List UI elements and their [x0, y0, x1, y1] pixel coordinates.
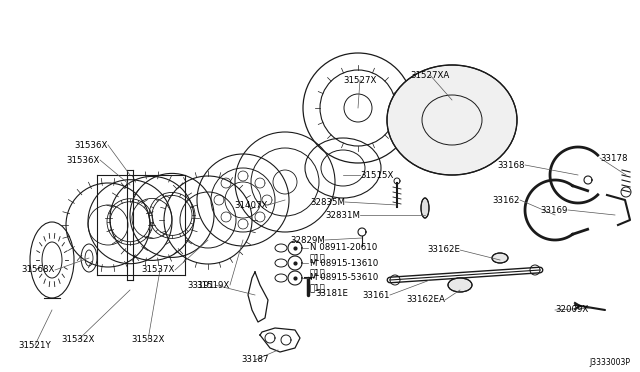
Text: 33161: 33161: [362, 291, 390, 299]
Text: 33181E: 33181E: [315, 289, 348, 298]
Text: 31521Y: 31521Y: [19, 340, 51, 350]
Ellipse shape: [387, 65, 517, 175]
Text: 33162EA: 33162EA: [406, 295, 445, 305]
Text: 31536X: 31536X: [75, 141, 108, 150]
Text: M 08915-53610: M 08915-53610: [310, 273, 378, 282]
Text: 31519X: 31519X: [196, 280, 230, 289]
Text: （1）: （1）: [310, 269, 326, 278]
Text: 32835M: 32835M: [310, 198, 345, 206]
Text: 33168: 33168: [497, 160, 525, 170]
Text: 31532X: 31532X: [131, 336, 164, 344]
Text: （1）: （1）: [310, 283, 326, 292]
Text: 31515X: 31515X: [360, 170, 394, 180]
Text: 33169: 33169: [541, 205, 568, 215]
Text: 31536X: 31536X: [67, 155, 100, 164]
Text: 33178: 33178: [600, 154, 627, 163]
Ellipse shape: [448, 278, 472, 292]
Text: M 08915-13610: M 08915-13610: [310, 259, 378, 267]
Text: 32831M: 32831M: [325, 211, 360, 219]
Text: 31532X: 31532X: [61, 336, 95, 344]
Text: 32829M: 32829M: [290, 235, 325, 244]
Ellipse shape: [421, 198, 429, 218]
Text: 31537X: 31537X: [141, 266, 175, 275]
Text: 31527X: 31527X: [343, 76, 377, 84]
Text: 31407X: 31407X: [235, 201, 268, 209]
Text: 33191: 33191: [188, 280, 215, 289]
Text: （1）: （1）: [310, 253, 326, 263]
Text: 31568X: 31568X: [22, 266, 55, 275]
Text: 33187: 33187: [241, 356, 269, 365]
Ellipse shape: [492, 253, 508, 263]
Text: 32009X: 32009X: [555, 305, 588, 314]
Text: 33162: 33162: [493, 196, 520, 205]
Text: J3333003P: J3333003P: [589, 358, 630, 367]
Text: N 08911-20610: N 08911-20610: [310, 244, 377, 253]
Text: 31527XA: 31527XA: [410, 71, 450, 80]
Text: 33162E: 33162E: [427, 246, 460, 254]
